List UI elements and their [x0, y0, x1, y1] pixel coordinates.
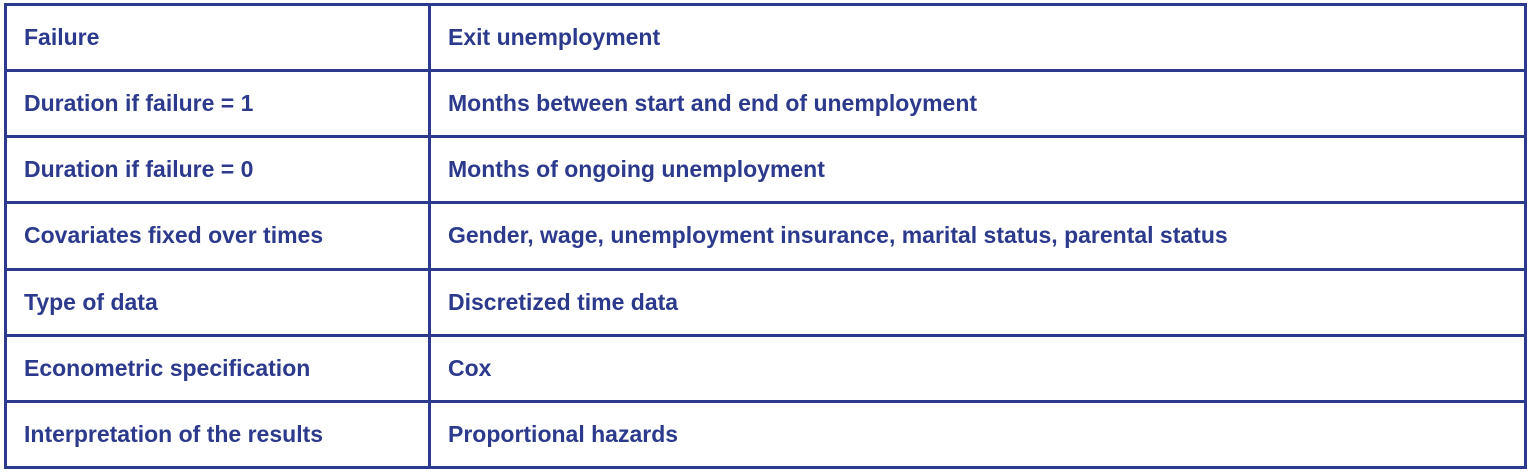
row-label: Failure: [4, 2, 431, 73]
table-row: Covariates fixed over times Gender, wage…: [4, 201, 1527, 271]
row-label: Econometric specification: [4, 333, 431, 403]
row-value: Exit unemployment: [428, 2, 1527, 73]
table-row: Duration if failure = 1 Months between s…: [4, 69, 1527, 139]
row-label: Covariates fixed over times: [4, 201, 431, 271]
row-value: Months between start and end of unemploy…: [428, 69, 1527, 139]
specification-table: Failure Exit unemployment Duration if fa…: [4, 2, 1527, 470]
table-row: Duration if failure = 0 Months of ongoin…: [4, 135, 1527, 205]
table-row: Type of data Discretized time data: [4, 267, 1527, 337]
table-row: Econometric specification Cox: [4, 333, 1527, 403]
row-value: Discretized time data: [428, 267, 1527, 337]
row-label: Interpretation of the results: [4, 399, 431, 470]
row-label: Type of data: [4, 267, 431, 337]
table-row: Interpretation of the results Proportion…: [4, 399, 1527, 470]
row-label: Duration if failure = 1: [4, 69, 431, 139]
row-value: Proportional hazards: [428, 399, 1527, 470]
row-value: Months of ongoing unemployment: [428, 135, 1527, 205]
row-value: Cox: [428, 333, 1527, 403]
row-value: Gender, wage, unemployment insurance, ma…: [428, 201, 1527, 271]
row-label: Duration if failure = 0: [4, 135, 431, 205]
table-row: Failure Exit unemployment: [4, 2, 1527, 73]
